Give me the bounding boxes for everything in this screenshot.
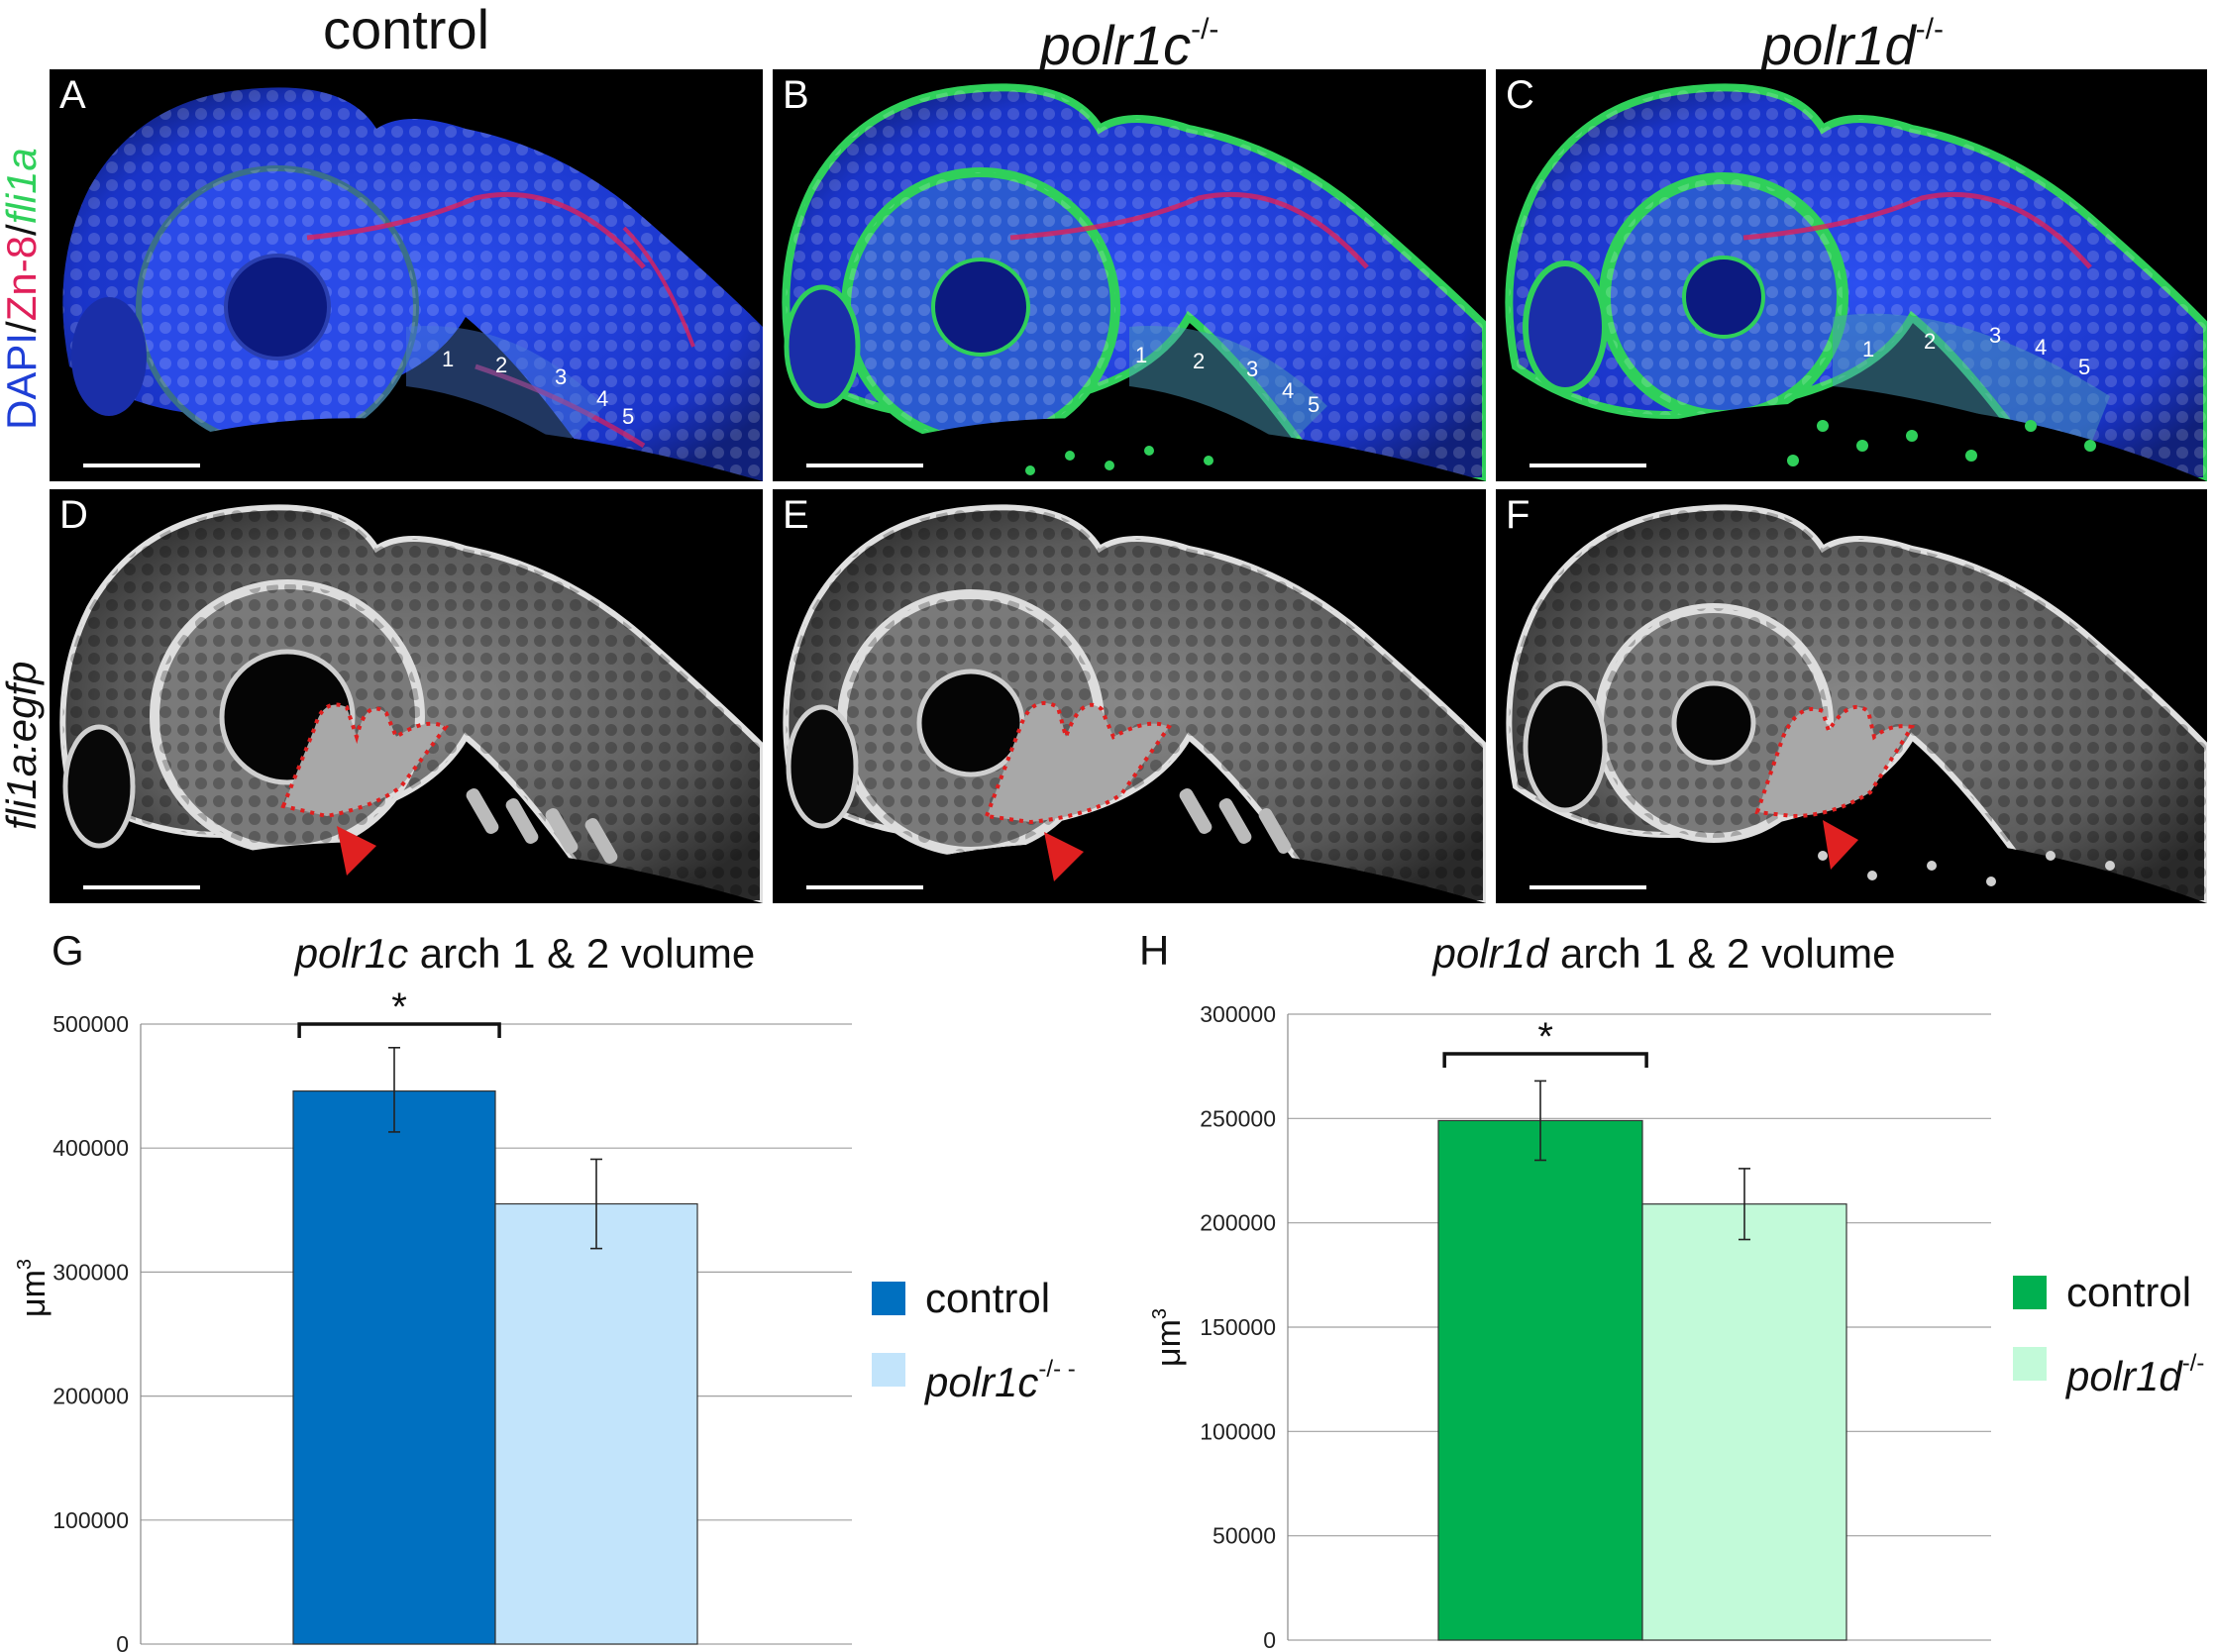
y-tick-label: 250000: [1200, 1105, 1276, 1131]
panel-a: A 1 2 3 4 5: [50, 69, 763, 481]
scale-bar: [806, 464, 923, 467]
significance-bracket: [297, 1022, 501, 1038]
chart-h: 0 50000 100000 150000 200000 250000 300000 *: [1139, 990, 2011, 1652]
arch-number: 3: [1989, 323, 2002, 348]
y-tick-label: 100000: [1200, 1418, 1276, 1444]
legend-swatch: [872, 1353, 905, 1387]
panel-label: A: [59, 73, 86, 117]
panel-e: E: [773, 489, 1486, 903]
panel-label-g: G: [52, 927, 84, 974]
significance-star: *: [391, 990, 407, 1029]
panel-label: B: [783, 73, 809, 117]
significance-bracket: [1442, 1052, 1648, 1068]
panel-d: D: [50, 489, 763, 903]
arch-number: 1: [1135, 343, 1148, 367]
legend-label: control: [925, 1275, 1051, 1321]
arch-number: 4: [1282, 378, 1295, 403]
column-title-polr1c: polr1c-/-: [1039, 13, 1219, 76]
bar-control: [292, 1090, 496, 1645]
side-label-top: DAPI/Zn-8/fli1a: [0, 148, 45, 430]
scale-bar: [1529, 464, 1646, 467]
y-tick-label: 0: [1263, 1627, 1276, 1652]
scale-bar: [1529, 885, 1646, 889]
arch-number: 4: [596, 386, 609, 411]
side-label-bottom: fli1a:egfp: [0, 661, 45, 830]
y-tick-label: 100000: [53, 1507, 129, 1533]
legend-swatch: [2013, 1276, 2047, 1309]
column-title-polr1d: polr1d-/-: [1761, 13, 1944, 76]
panel-label: F: [1506, 493, 1530, 537]
panel-label: E: [783, 493, 809, 537]
bar-mutant: [1641, 1203, 1847, 1641]
panel-label: C: [1506, 73, 1534, 117]
column-title-control: control: [322, 0, 490, 60]
y-tick-label: 150000: [1200, 1314, 1276, 1340]
arch-number: 1: [442, 347, 455, 371]
y-tick-label: 300000: [1200, 1001, 1276, 1027]
bar-mutant: [494, 1202, 698, 1645]
arch-number: 5: [2078, 355, 2091, 379]
chart-h-title: polr1d arch 1 & 2 volume: [1432, 930, 1896, 977]
bar-control: [1437, 1119, 1643, 1641]
panel-label-h: H: [1139, 927, 1170, 974]
y-tick-label: 400000: [53, 1135, 129, 1161]
y-tick-label: 200000: [1200, 1210, 1276, 1236]
panel-label: D: [59, 493, 88, 537]
arch-number: 2: [495, 353, 508, 377]
scale-bar: [83, 464, 200, 467]
scale-bar: [806, 885, 923, 889]
legend-label: polr1d-/-: [2066, 1350, 2205, 1399]
panel-c: C 1 2 3 4 5: [1496, 69, 2207, 481]
panel-b: B 1 2 3 4 5: [773, 69, 1486, 481]
arch-number: 2: [1193, 349, 1206, 373]
legend-swatch: [2013, 1347, 2047, 1381]
y-tick-label: 0: [116, 1631, 129, 1652]
legend-label: control: [2066, 1269, 2192, 1315]
legend-swatch: [872, 1282, 905, 1315]
y-tick-label: 50000: [1212, 1523, 1276, 1549]
y-tick-label: 500000: [53, 1011, 129, 1037]
arch-number: 2: [1924, 329, 1937, 354]
arch-number: 5: [1308, 392, 1320, 417]
arch-number: 3: [555, 364, 568, 389]
panel-f: F: [1496, 489, 2207, 903]
arch-number: 5: [622, 404, 635, 429]
y-tick-label: 200000: [53, 1384, 129, 1409]
arch-number: 4: [2035, 335, 2048, 360]
chart-g-title: polr1c arch 1 & 2 volume: [294, 930, 756, 977]
chart-g: 0 100000 200000 300000 400000 500000 *: [0, 990, 872, 1652]
legend-label: polr1c-/- -: [925, 1356, 1076, 1405]
scale-bar: [83, 885, 200, 889]
y-tick-label: 300000: [53, 1259, 129, 1285]
arch-number: 3: [1246, 357, 1259, 381]
arch-number: 1: [1862, 337, 1875, 361]
significance-star: *: [1537, 1015, 1553, 1059]
